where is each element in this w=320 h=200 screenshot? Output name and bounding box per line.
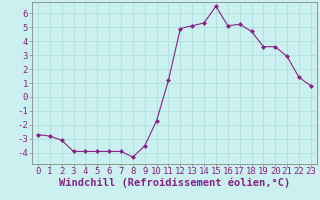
X-axis label: Windchill (Refroidissement éolien,°C): Windchill (Refroidissement éolien,°C) [59,177,290,188]
